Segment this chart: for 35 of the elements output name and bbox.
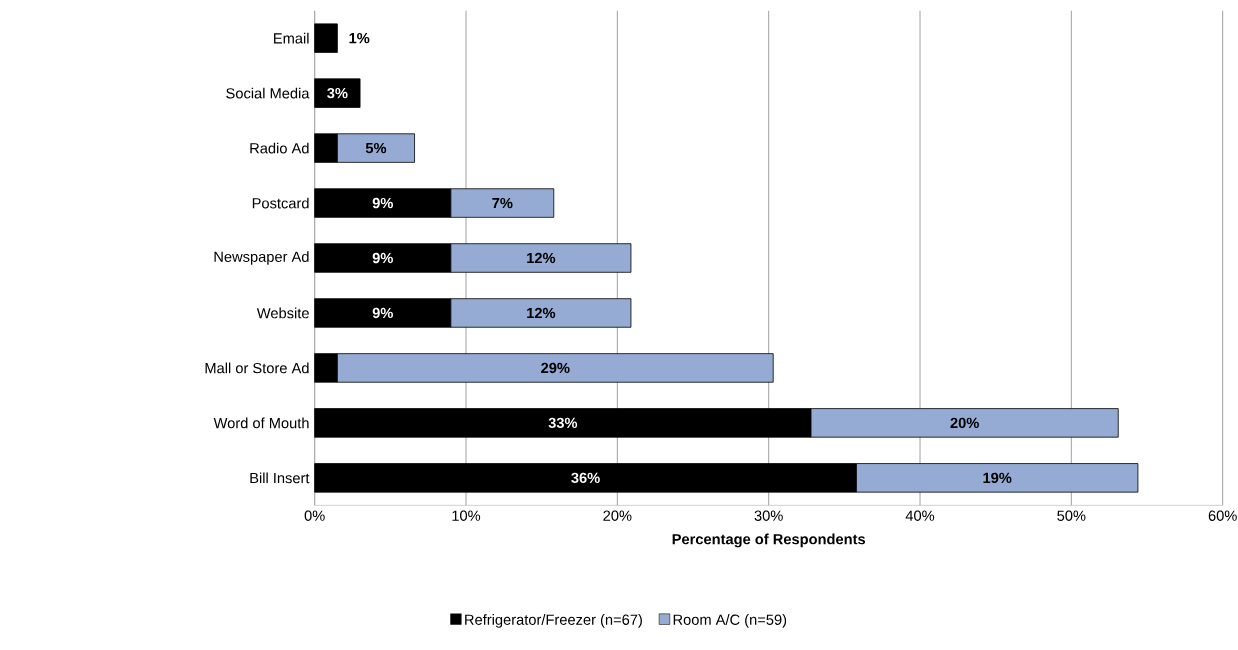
x-tick-label: 20% (603, 510, 632, 521)
data-label: 12% (527, 307, 556, 319)
x-tick-label: 0% (304, 510, 325, 521)
x-tick-label: 60% (1208, 510, 1237, 521)
data-label: 12% (527, 252, 556, 264)
data-label: 33% (548, 417, 578, 429)
data-label: 3% (327, 87, 348, 99)
y-tick-label: Word of Mouth (213, 417, 309, 429)
x-tick-label: 30% (754, 510, 783, 521)
data-label: 1% (349, 33, 370, 44)
data-label: 36% (571, 472, 600, 484)
y-tick-label: Mall or Store Ad (205, 362, 309, 374)
y-tick-label: Newspaper Ad (214, 251, 309, 265)
data-label: 5% (365, 142, 387, 154)
x-axis-title: Percentage of Respondents (672, 533, 866, 548)
y-tick-label: Email (274, 32, 309, 44)
x-tick-label: 50% (1057, 510, 1086, 521)
data-label: 7% (492, 197, 513, 209)
data-label: 29% (541, 362, 570, 374)
y-tick-label: Website (256, 307, 309, 319)
x-tick-label: 40% (905, 510, 935, 521)
y-tick-label: Social Media (226, 87, 310, 99)
x-tick-label: 10% (452, 510, 481, 521)
bar (314, 78, 361, 108)
y-tick-label: Radio Ad (250, 142, 309, 154)
data-label: 9% (372, 252, 393, 264)
data-label: 9% (372, 307, 393, 319)
y-tick-label: Postcard (252, 197, 309, 209)
legend-label: Room A/C (n=59) (673, 614, 787, 628)
legend-label: Refrigerator/Freezer (n=67) (465, 614, 642, 628)
data-label: 20% (950, 417, 979, 429)
data-label: 19% (983, 472, 1012, 484)
data-label: 9% (372, 197, 393, 209)
y-tick-label: Bill Insert (250, 472, 310, 484)
bar (314, 23, 338, 53)
